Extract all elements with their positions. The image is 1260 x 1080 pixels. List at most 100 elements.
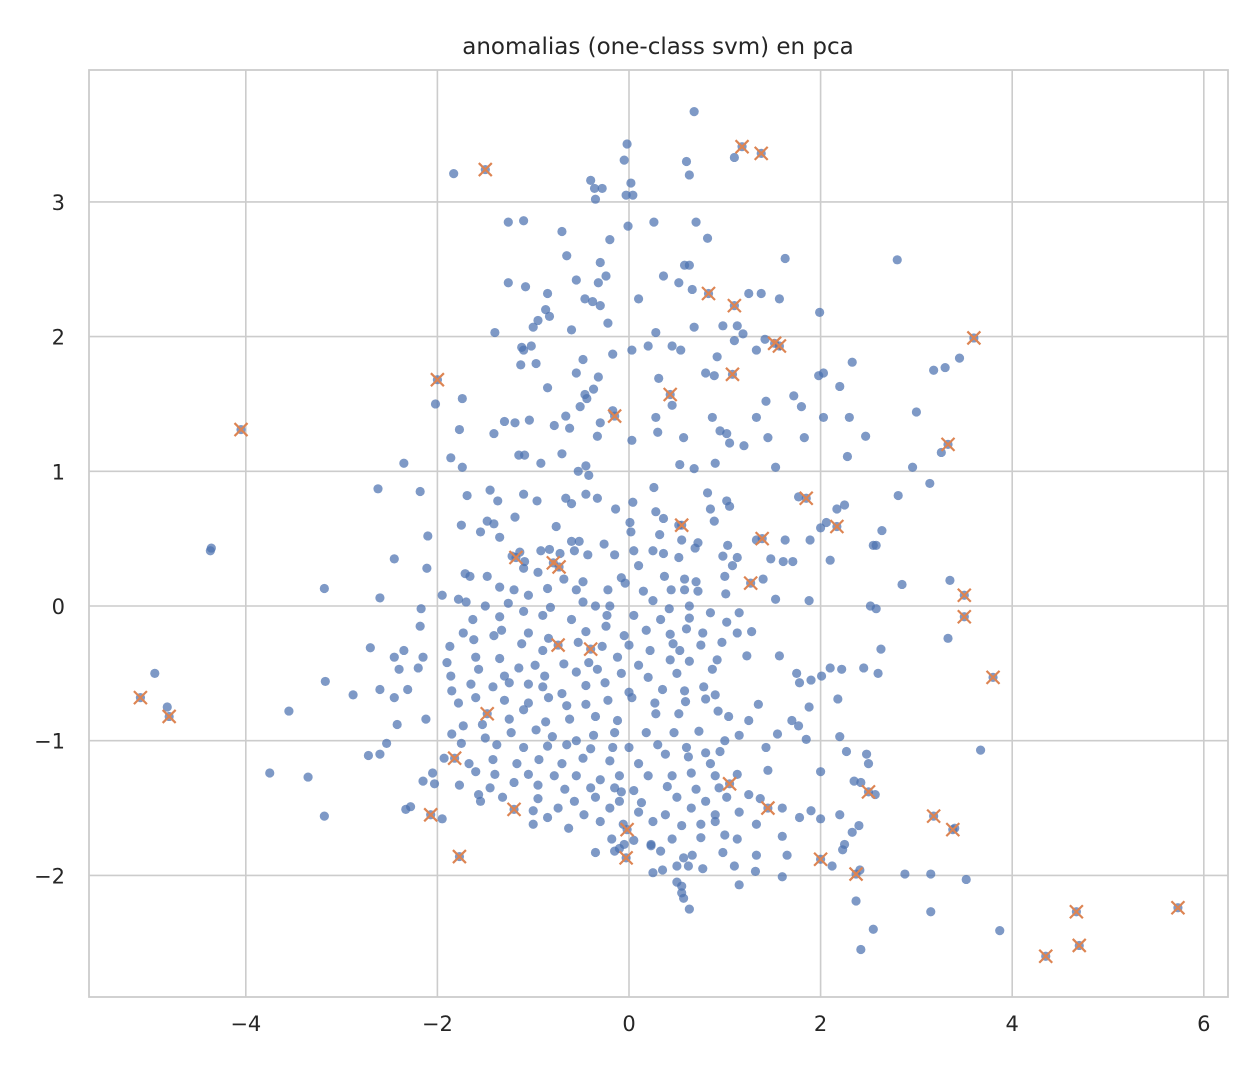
data-point [835,732,845,742]
data-point [375,749,385,759]
data-point [520,282,531,292]
data-point [590,792,601,802]
data-point [480,601,490,611]
data-point [457,393,467,404]
data-point [458,721,468,731]
data-point [456,738,466,748]
data-point [653,740,663,750]
data-point [818,412,829,423]
data-point [825,663,835,673]
data-point [619,155,629,165]
data-point [538,682,548,692]
data-point [753,699,763,709]
data-point [510,418,520,428]
data-point [620,578,630,588]
data-point [592,664,602,674]
data-point [806,806,816,816]
data-point [555,548,565,559]
data-point [839,500,850,510]
data-point [696,819,706,829]
anomaly-marker [452,849,467,864]
data-point [526,341,536,351]
data-point [626,178,636,188]
data-point [533,567,543,577]
data-point [625,517,635,528]
data-point [780,535,790,545]
data-point [599,539,609,549]
anomaly-cross-stroke [161,709,177,724]
anomaly-marker [957,587,972,603]
data-point [747,626,757,637]
data-point [581,699,591,709]
data-point [581,489,591,499]
x-tick-label: 0 [622,1012,635,1036]
data-point [586,783,596,793]
data-point [648,868,658,878]
data-point [926,907,936,917]
data-point [581,626,591,637]
anomaly-marker [798,490,814,506]
data-point [471,767,481,777]
data-point [608,349,618,359]
data-point [466,679,476,689]
data-point [519,705,529,715]
data-point [588,384,599,394]
data-point [495,582,505,592]
anomaly-cross-stroke [760,800,776,816]
data-point [564,823,574,833]
data-point [495,653,505,664]
anomaly-cross-stroke [966,330,982,346]
data-point [490,327,500,338]
data-point [580,294,590,304]
data-point [382,738,392,748]
data-point [691,577,701,587]
data-point [751,819,762,829]
data-point [614,771,625,781]
data-point [612,715,623,726]
data-point [499,695,510,705]
data-point [512,758,522,769]
anomaly-cross-stroke [550,637,566,653]
data-point [557,449,567,459]
anomaly-marker [985,670,1001,685]
data-point [523,698,534,708]
data-point [643,341,653,351]
data-point [590,601,601,611]
data-point [547,732,557,742]
anomaly-cross-stroke [479,706,495,722]
data-point [680,697,691,707]
data-point [657,684,668,695]
data-point [538,610,548,621]
anomaly-cross-stroke [662,387,678,402]
data-point [545,602,556,612]
data-point [722,617,732,627]
data-point [760,334,770,344]
data-point [540,671,550,681]
data-point [633,758,644,769]
data-point [473,664,484,674]
data-point [945,575,955,586]
data-point [751,345,762,355]
y-tick-label: 0 [52,595,65,619]
data-point [667,834,677,844]
anomaly-cross-stroke [423,807,438,823]
data-point [841,746,852,757]
x-tick-label: 2 [814,1012,827,1036]
data-point [610,504,621,514]
data-point [627,435,637,445]
data-point [679,585,690,595]
data-point [674,709,684,719]
data-point [656,846,666,856]
data-point [485,485,495,495]
data-point [758,574,768,584]
data-point [816,814,826,824]
data-point [755,794,765,804]
data-point [729,861,739,871]
data-point [619,631,629,641]
data-point [681,742,692,753]
x-tick-label: 6 [1197,1012,1210,1036]
data-point [799,433,809,443]
anomaly-cross-stroke [478,162,493,177]
data-point [699,682,709,692]
anomaly-marker [861,784,876,800]
